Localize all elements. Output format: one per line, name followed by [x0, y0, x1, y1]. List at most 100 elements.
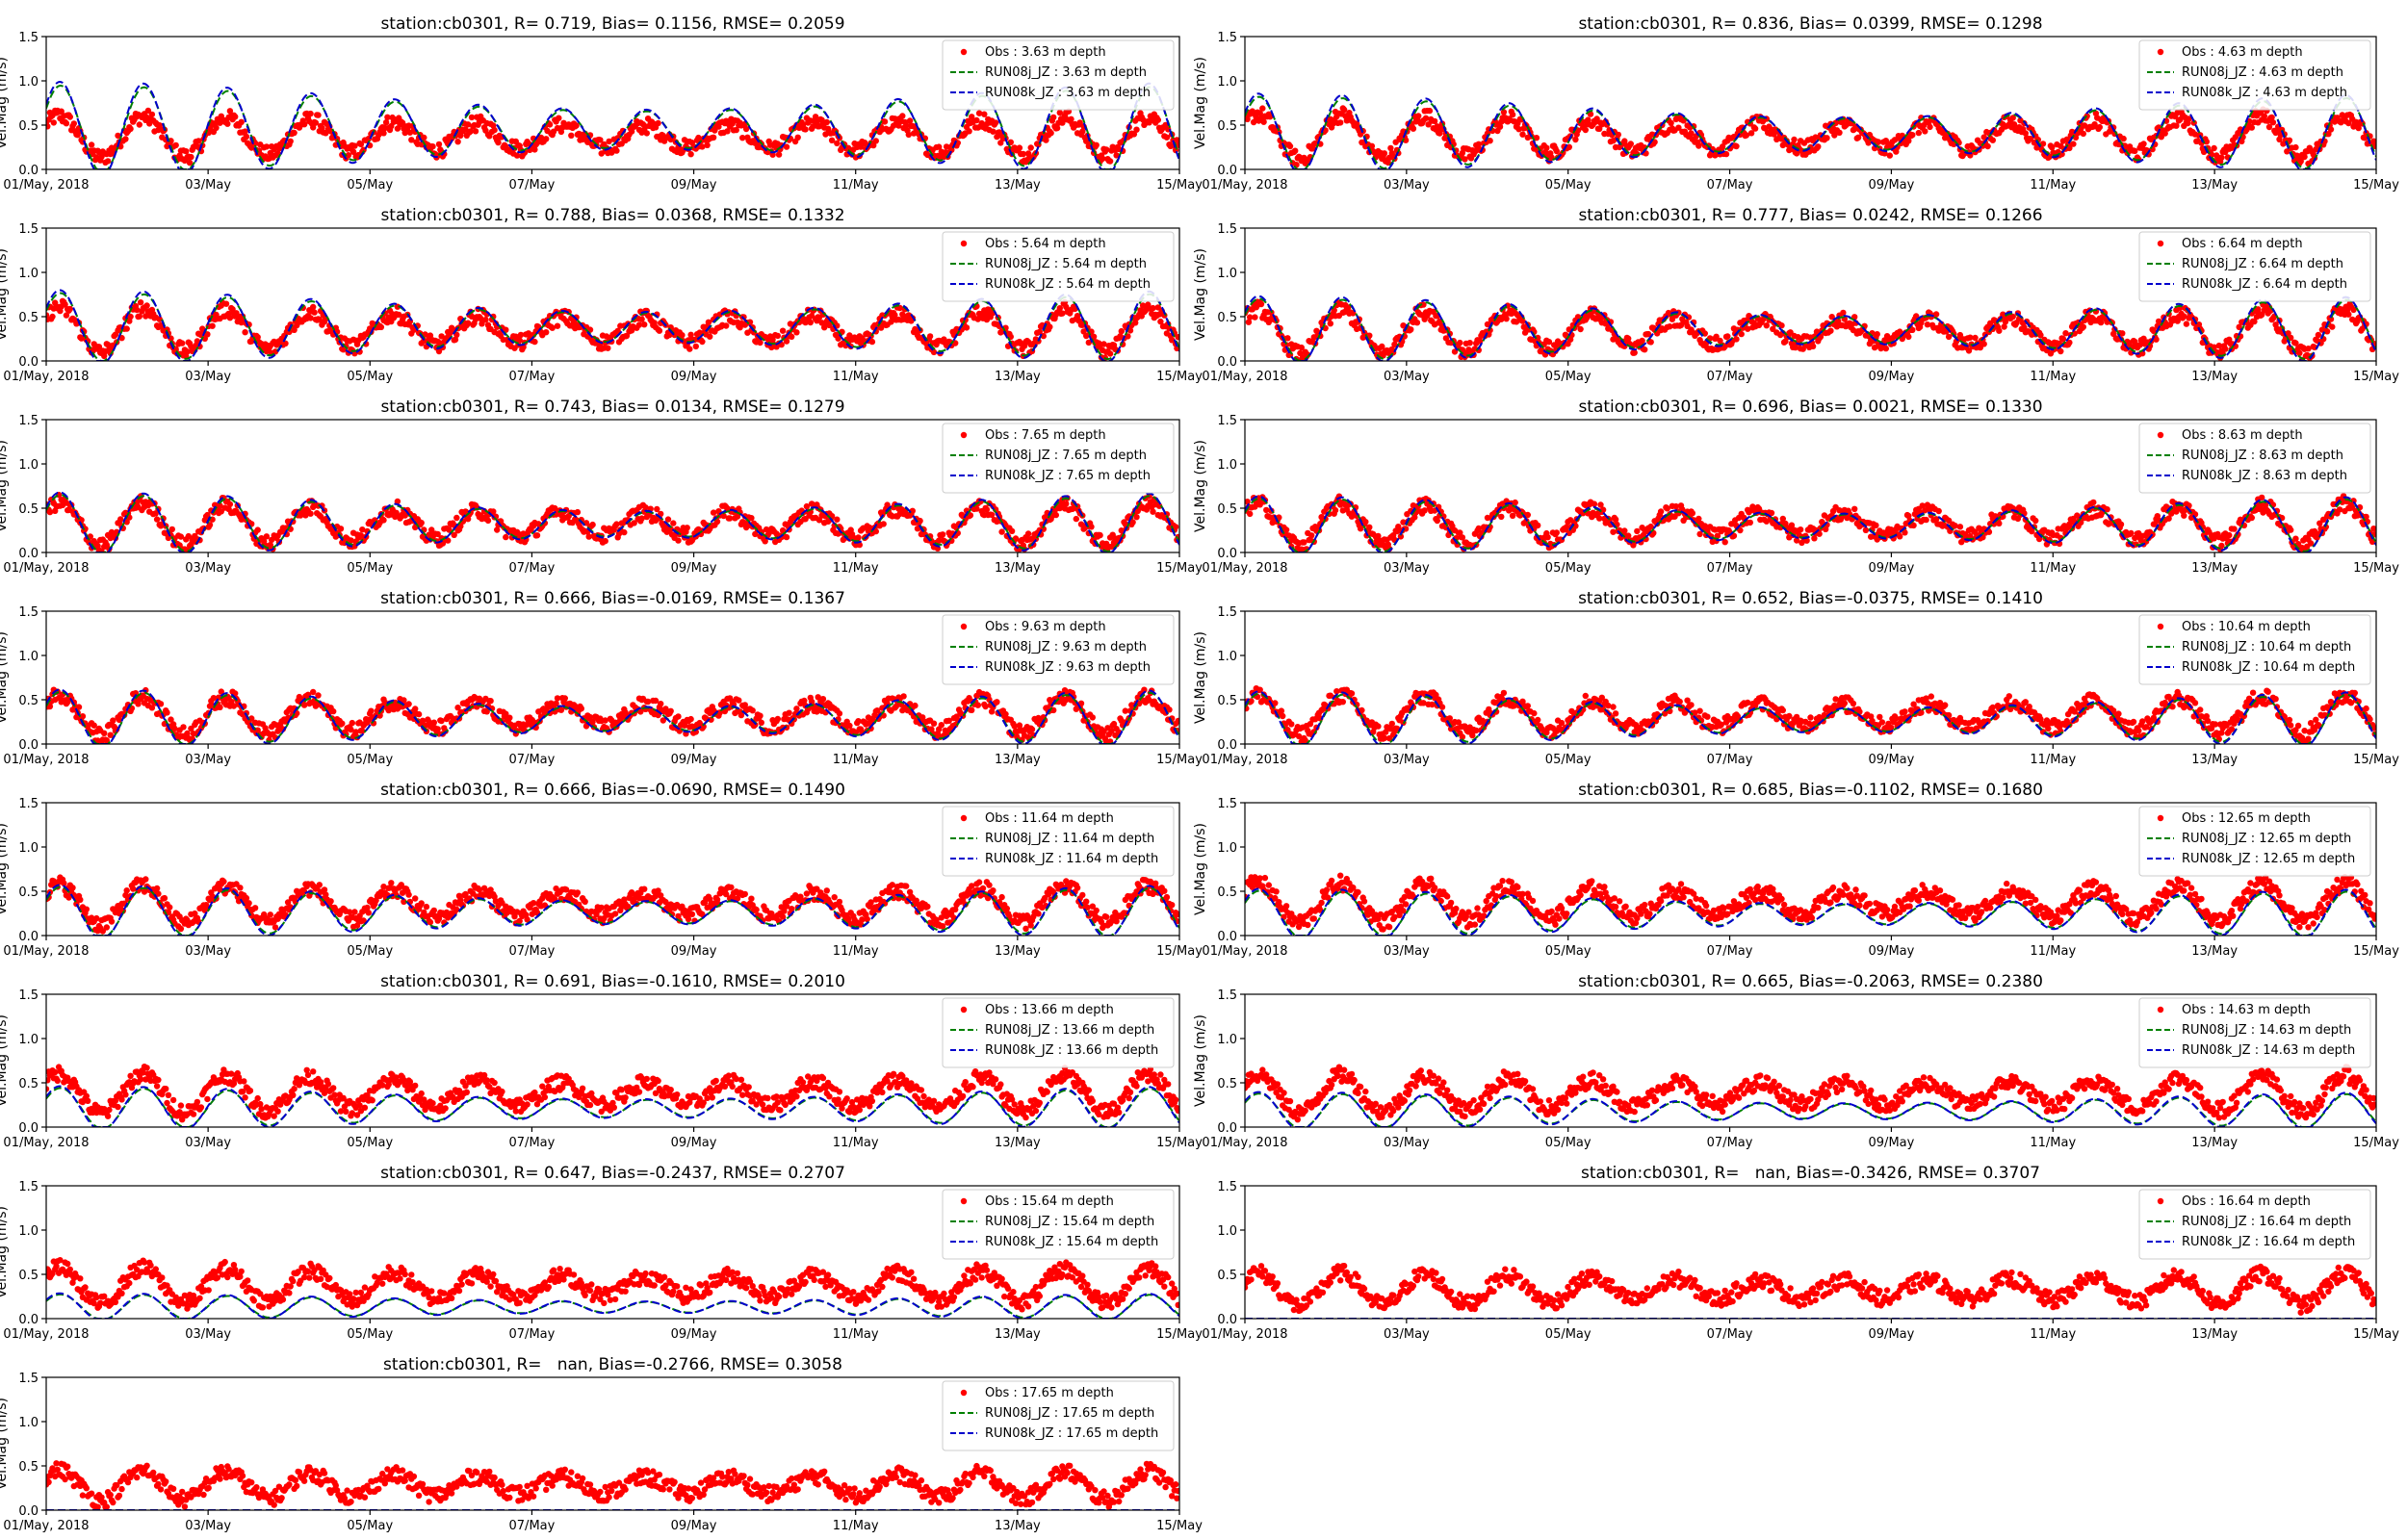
legend-obs-marker: [960, 48, 968, 56]
obs-point: [1496, 123, 1504, 130]
obs-point: [707, 333, 713, 340]
legend-label: RUN08j_JZ : 6.64 m depth: [2182, 257, 2343, 271]
obs-point: [1791, 136, 1798, 143]
obs-point: [1743, 132, 1750, 139]
y-axis-label: Vel.Mag (m/s): [1193, 248, 1208, 341]
obs-point: [613, 521, 620, 527]
obs-point: [687, 331, 694, 338]
obs-point: [2259, 311, 2265, 319]
obs-point: [1909, 132, 1916, 139]
plot-area: [46, 289, 1179, 361]
y-tick-label: 0.5: [1217, 119, 1237, 134]
obs-point: [46, 123, 51, 130]
obs-point: [310, 124, 317, 131]
obs-point: [213, 124, 220, 131]
obs-point: [834, 140, 841, 147]
obs-point: [974, 316, 981, 322]
obs-point: [723, 322, 730, 329]
obs-point: [1922, 128, 1928, 135]
obs-point: [1284, 335, 1291, 342]
obs-point: [1169, 337, 1176, 344]
y-axis-label: Vel.Mag (m/s): [1193, 57, 1208, 149]
obs-point: [705, 319, 712, 325]
obs-point: [2119, 330, 2126, 337]
obs-point: [621, 528, 628, 536]
obs-point: [966, 128, 972, 135]
obs-point: [739, 135, 746, 141]
obs-point: [1778, 322, 1785, 329]
obs-point: [614, 327, 621, 334]
obs-point: [494, 526, 501, 533]
obs-point: [396, 311, 402, 319]
obs-point: [49, 313, 56, 321]
obs-point: [712, 127, 718, 134]
obs-point: [1875, 139, 1882, 145]
obs-point: [981, 111, 988, 117]
obs-point: [1413, 320, 1421, 326]
obs-point: [783, 143, 790, 150]
obs-point: [248, 144, 255, 151]
legend-label: Obs : 4.63 m depth: [2182, 45, 2303, 60]
obs-point: [1627, 141, 1635, 147]
obs-point: [452, 336, 459, 344]
obs-point: [554, 322, 561, 329]
legend-label: Obs : 5.64 m depth: [985, 237, 1106, 251]
obs-point: [88, 141, 95, 148]
obs-point: [263, 533, 271, 540]
obs-point: [1130, 131, 1138, 138]
obs-point: [312, 119, 320, 126]
obs-point: [699, 338, 706, 346]
subplot-2: station:cb0301, R= 0.836, Bias= 0.0399, …: [1193, 14, 2399, 192]
obs-point: [2181, 313, 2187, 320]
obs-point: [1738, 330, 1745, 338]
obs-point: [710, 134, 717, 141]
obs-point: [1332, 506, 1339, 514]
obs-point: [1008, 527, 1016, 534]
obs-point: [315, 112, 322, 118]
y-tick-label: 1.0: [18, 267, 39, 281]
obs-point: [684, 525, 690, 531]
obs-point: [291, 326, 298, 333]
obs-point: [115, 132, 121, 140]
legend-label: RUN08k_JZ : 7.65 m depth: [985, 469, 1151, 483]
obs-point: [2355, 124, 2362, 132]
obs-point: [316, 317, 323, 323]
obs-point: [1984, 142, 1991, 150]
obs-point: [2091, 121, 2098, 128]
obs-point: [1056, 109, 1064, 116]
obs-point: [1150, 304, 1156, 312]
obs-point: [2370, 138, 2376, 144]
obs-point: [2027, 135, 2034, 142]
obs-point: [1882, 345, 1890, 352]
obs-point: [1500, 109, 1508, 116]
obs-point: [457, 132, 464, 140]
obs-point: [479, 321, 485, 327]
obs-point: [1385, 159, 1392, 167]
obs-point: [670, 520, 677, 526]
x-tick-label: 07/May: [1707, 178, 1753, 192]
y-tick-label: 0.5: [18, 119, 39, 134]
legend-box: [942, 231, 1175, 302]
obs-point: [1965, 347, 1973, 354]
obs-point: [1644, 330, 1652, 338]
obs-point: [1344, 304, 1352, 311]
obs-point: [881, 118, 889, 125]
obs-point: [429, 143, 436, 150]
obs-point: [1763, 322, 1771, 329]
obs-point: [377, 323, 385, 331]
obs-point: [1392, 139, 1399, 145]
x-tick-label: 11/May: [833, 561, 879, 576]
obs-point: [1266, 114, 1274, 120]
legend-obs-marker: [960, 431, 968, 439]
legend-label: RUN08j_JZ : 3.63 m depth: [985, 65, 1147, 80]
obs-point: [1063, 500, 1070, 507]
x-tick-label: 13/May: [995, 178, 1041, 192]
obs-point: [66, 305, 74, 313]
plot-area: [1245, 295, 2376, 361]
obs-point: [226, 500, 234, 508]
obs-point: [963, 324, 971, 331]
obs-point: [2305, 346, 2312, 352]
legend-label: Obs : 6.64 m depth: [2182, 237, 2303, 251]
obs-point: [733, 126, 739, 134]
obs-point: [779, 327, 787, 334]
